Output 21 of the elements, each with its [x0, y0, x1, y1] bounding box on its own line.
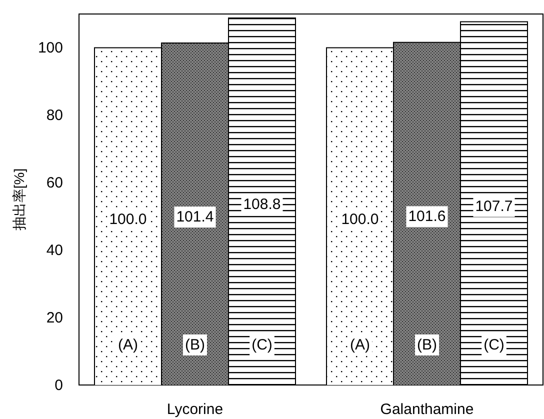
- y-tick-label: 100: [38, 40, 63, 57]
- data-label: 107.7: [475, 198, 513, 215]
- x-tick-label: Galanthamine: [380, 401, 474, 418]
- y-tick-label: 80: [46, 107, 63, 124]
- series-label: (A): [118, 336, 138, 354]
- data-label: 100.0: [109, 210, 147, 228]
- series-label: (B): [185, 336, 205, 354]
- y-tick-label: 60: [46, 174, 63, 192]
- y-tick-label: 40: [46, 242, 63, 260]
- data-label: 100.0: [341, 210, 379, 228]
- series-label: (C): [252, 336, 272, 354]
- data-label: 108.8: [243, 196, 281, 214]
- x-tick-label: Lycorine: [166, 401, 224, 418]
- data-label: 101.4: [176, 208, 214, 226]
- text: (A): [350, 336, 370, 354]
- y-tick-label: 20: [46, 310, 63, 327]
- text: (C): [484, 336, 504, 354]
- y-axis-title: 抽出率[%]: [11, 168, 27, 231]
- data-label: 101.6: [408, 208, 446, 226]
- text: (B): [417, 336, 437, 354]
- y-tick-label: 0: [54, 377, 63, 394]
